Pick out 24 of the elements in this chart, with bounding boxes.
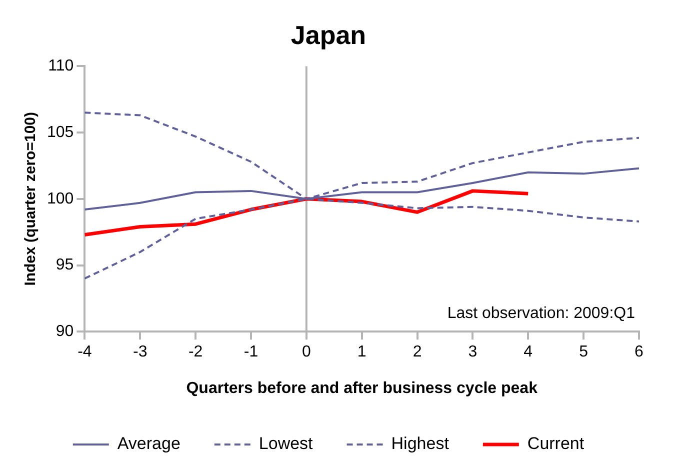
y-tick-label: 95 [56,256,74,274]
legend-label: Average [117,434,180,454]
x-tick-label: 4 [524,344,533,361]
x-tick-label: -4 [78,344,92,361]
y-tick-label: 110 [48,58,74,75]
x-tick-label: 1 [357,344,366,361]
x-tick-label: -3 [133,344,148,361]
x-tick-label: -2 [188,344,203,361]
y-axis-title: Index (quarter zero=100) [22,112,40,286]
x-tick-label: -1 [244,344,258,361]
legend-label: Current [527,434,584,454]
x-tick-label: 6 [634,344,644,361]
annotation: Last observation: 2009:Q1 [447,305,636,322]
x-axis-title: Quarters before and after business cycle peak [186,380,538,397]
legend-label: Lowest [258,434,314,454]
y-tick-label: 90 [56,323,74,340]
y-tick-label: 100 [46,190,74,208]
x-tick-label: 2 [412,344,422,361]
x-tick-label: 0 [302,344,311,361]
chart-title: Japan [290,20,366,50]
x-tick-label: 5 [579,344,588,361]
legend-label: Highest [391,434,450,454]
x-tick-label: 3 [468,344,478,361]
y-tick-label: 105 [46,124,74,141]
